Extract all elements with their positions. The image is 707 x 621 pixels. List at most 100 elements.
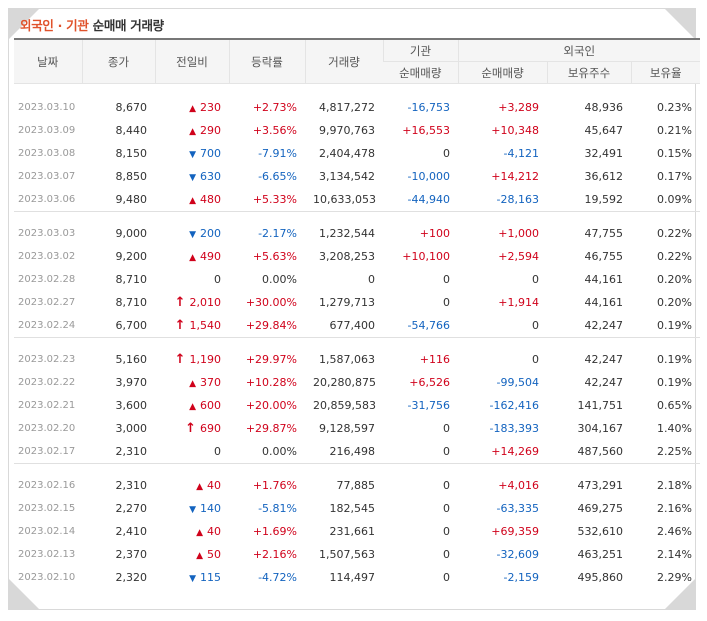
header-rate: 등락률 [228, 38, 305, 84]
row-diff-value: 290 [200, 124, 221, 137]
group-divider [14, 211, 700, 222]
row-rate: +1.69% [252, 525, 297, 538]
row-volume: 1,507,563 [319, 548, 375, 561]
row-foreign-net: -32,609 [496, 548, 539, 561]
row-foreign-net: -28,163 [496, 193, 539, 206]
row-close: 3,000 [115, 422, 148, 435]
row-volume: 9,970,763 [319, 124, 375, 137]
row-close: 5,160 [115, 353, 148, 366]
row-diff: ▲ 230 [155, 96, 229, 119]
row-rate: +1.76% [252, 479, 297, 492]
row-foreign-ratio: 0.65% [657, 399, 692, 412]
row-foreign-holdings: 304,167 [577, 422, 624, 435]
up-triangle-icon: ▲ [196, 482, 203, 492]
row-diff: ▲ 370 [155, 371, 229, 394]
up-triangle-icon: ▲ [189, 127, 196, 137]
row-foreign-holdings: 42,247 [584, 353, 624, 366]
row-foreign-net: 0 [532, 319, 539, 332]
row-institution-net: 0 [443, 422, 450, 435]
row-foreign-holdings: 36,612 [584, 170, 624, 183]
row-close: 3,600 [115, 399, 148, 412]
table-row: 2023.02.20 3,000 ↑ 690 +29.87% 9,128,597 0 -183… [14, 417, 700, 440]
table-row: 2023.03.03 9,000 ▼ 200 -2.17% 1,232,544 +100 +1… [14, 222, 700, 245]
row-foreign-holdings: 495,860 [577, 571, 624, 584]
row-foreign-ratio: 0.21% [657, 124, 692, 137]
header-close: 종가 [81, 38, 155, 84]
row-diff: ▲ 600 [155, 394, 229, 417]
row-date: 2023.02.14 [18, 526, 76, 537]
row-foreign-net: 0 [532, 353, 539, 366]
row-diff: ▼ 140 [155, 497, 229, 520]
header-date: 날짜 [14, 38, 82, 84]
down-triangle-icon: ▼ [189, 150, 196, 160]
row-institution-net: -31,756 [407, 399, 450, 412]
row-diff-value: 690 [200, 422, 221, 435]
row-volume: 2,404,478 [319, 147, 375, 160]
table-row: 2023.03.07 8,850 ▼ 630 -6.65% 3,134,542 -10,00… [14, 165, 700, 188]
table-row: 2023.02.17 2,310 0 0.00% 216,498 0 +14,269 487,… [14, 440, 700, 464]
row-diff: ▼ 700 [155, 142, 229, 165]
row-foreign-holdings: 463,251 [577, 548, 624, 561]
row-close: 2,410 [115, 525, 148, 538]
upper-limit-arrow-icon: ↑ [185, 421, 196, 436]
row-diff: ↑ 1,190 [155, 348, 229, 371]
row-date: 2023.02.20 [18, 423, 76, 434]
row-institution-net: +6,526 [409, 376, 450, 389]
row-diff-value: 630 [200, 170, 221, 183]
table-row: 2023.02.15 2,270 ▼ 140 -5.81% 182,545 0 -63,335… [14, 497, 700, 520]
row-diff: ↑ 1,540 [155, 314, 229, 338]
row-foreign-ratio: 2.25% [657, 445, 692, 458]
row-close: 8,850 [115, 170, 148, 183]
row-diff: ▲ 480 [155, 188, 229, 212]
row-foreign-ratio: 0.19% [657, 376, 692, 389]
row-institution-net: +10,100 [402, 250, 450, 263]
header-volume: 거래량 [304, 38, 383, 84]
row-diff-value: 1,540 [189, 319, 222, 332]
row-rate: -7.91% [258, 147, 297, 160]
down-triangle-icon: ▼ [189, 574, 196, 584]
up-triangle-icon: ▲ [196, 551, 203, 561]
row-diff-value: 40 [207, 479, 221, 492]
row-date: 2023.03.10 [18, 102, 76, 113]
row-diff-value: 0 [214, 273, 221, 286]
table-row: 2023.02.21 3,600 ▲ 600 +20.00% 20,859,583 -31,… [14, 394, 700, 417]
row-diff: ▼ 200 [155, 222, 229, 245]
row-foreign-ratio: 1.40% [657, 422, 692, 435]
row-date: 2023.03.06 [18, 194, 76, 205]
row-date: 2023.03.09 [18, 125, 76, 136]
row-volume: 114,497 [329, 571, 376, 584]
row-close: 8,710 [115, 273, 148, 286]
row-foreign-net: +3,289 [498, 101, 539, 114]
row-diff-value: 490 [200, 250, 221, 263]
row-diff-value: 230 [200, 101, 221, 114]
row-foreign-net: 0 [532, 273, 539, 286]
row-date: 2023.02.13 [18, 549, 76, 560]
row-diff-value: 700 [200, 147, 221, 160]
row-foreign-net: +10,348 [491, 124, 539, 137]
up-triangle-icon: ▲ [189, 379, 196, 389]
row-diff-value: 140 [200, 502, 221, 515]
row-diff: ▲ 490 [155, 245, 229, 268]
row-close: 3,970 [115, 376, 148, 389]
row-diff: 0 [155, 440, 229, 464]
row-rate: 0.00% [262, 273, 297, 286]
row-foreign-ratio: 0.09% [657, 193, 692, 206]
row-institution-net: 0 [443, 548, 450, 561]
row-rate: -5.81% [258, 502, 297, 515]
table-row: 2023.02.24 6,700 ↑ 1,540 +29.84% 677,400 -54,7… [14, 314, 700, 338]
row-close: 9,200 [115, 250, 148, 263]
table-row: 2023.02.23 5,160 ↑ 1,190 +29.97% 1,587,063 +11… [14, 348, 700, 371]
row-institution-net: +100 [419, 227, 450, 240]
row-institution-net: 0 [443, 525, 450, 538]
row-diff: ▲ 40 [155, 520, 229, 543]
row-foreign-ratio: 0.23% [657, 101, 692, 114]
panel-title-accent: 외국인 · 기관 [20, 18, 89, 33]
row-rate: +29.84% [245, 319, 297, 332]
header-foreign-ratio: 보유율 [630, 61, 700, 84]
row-volume: 182,545 [329, 502, 376, 515]
row-volume: 1,232,544 [319, 227, 375, 240]
header-institution-net: 순매매량 [383, 61, 458, 84]
row-date: 2023.03.07 [18, 171, 76, 182]
row-diff-value: 115 [200, 571, 221, 584]
table-row: 2023.02.13 2,370 ▲ 50 +2.16% 1,507,563 0 -32,60… [14, 543, 700, 566]
